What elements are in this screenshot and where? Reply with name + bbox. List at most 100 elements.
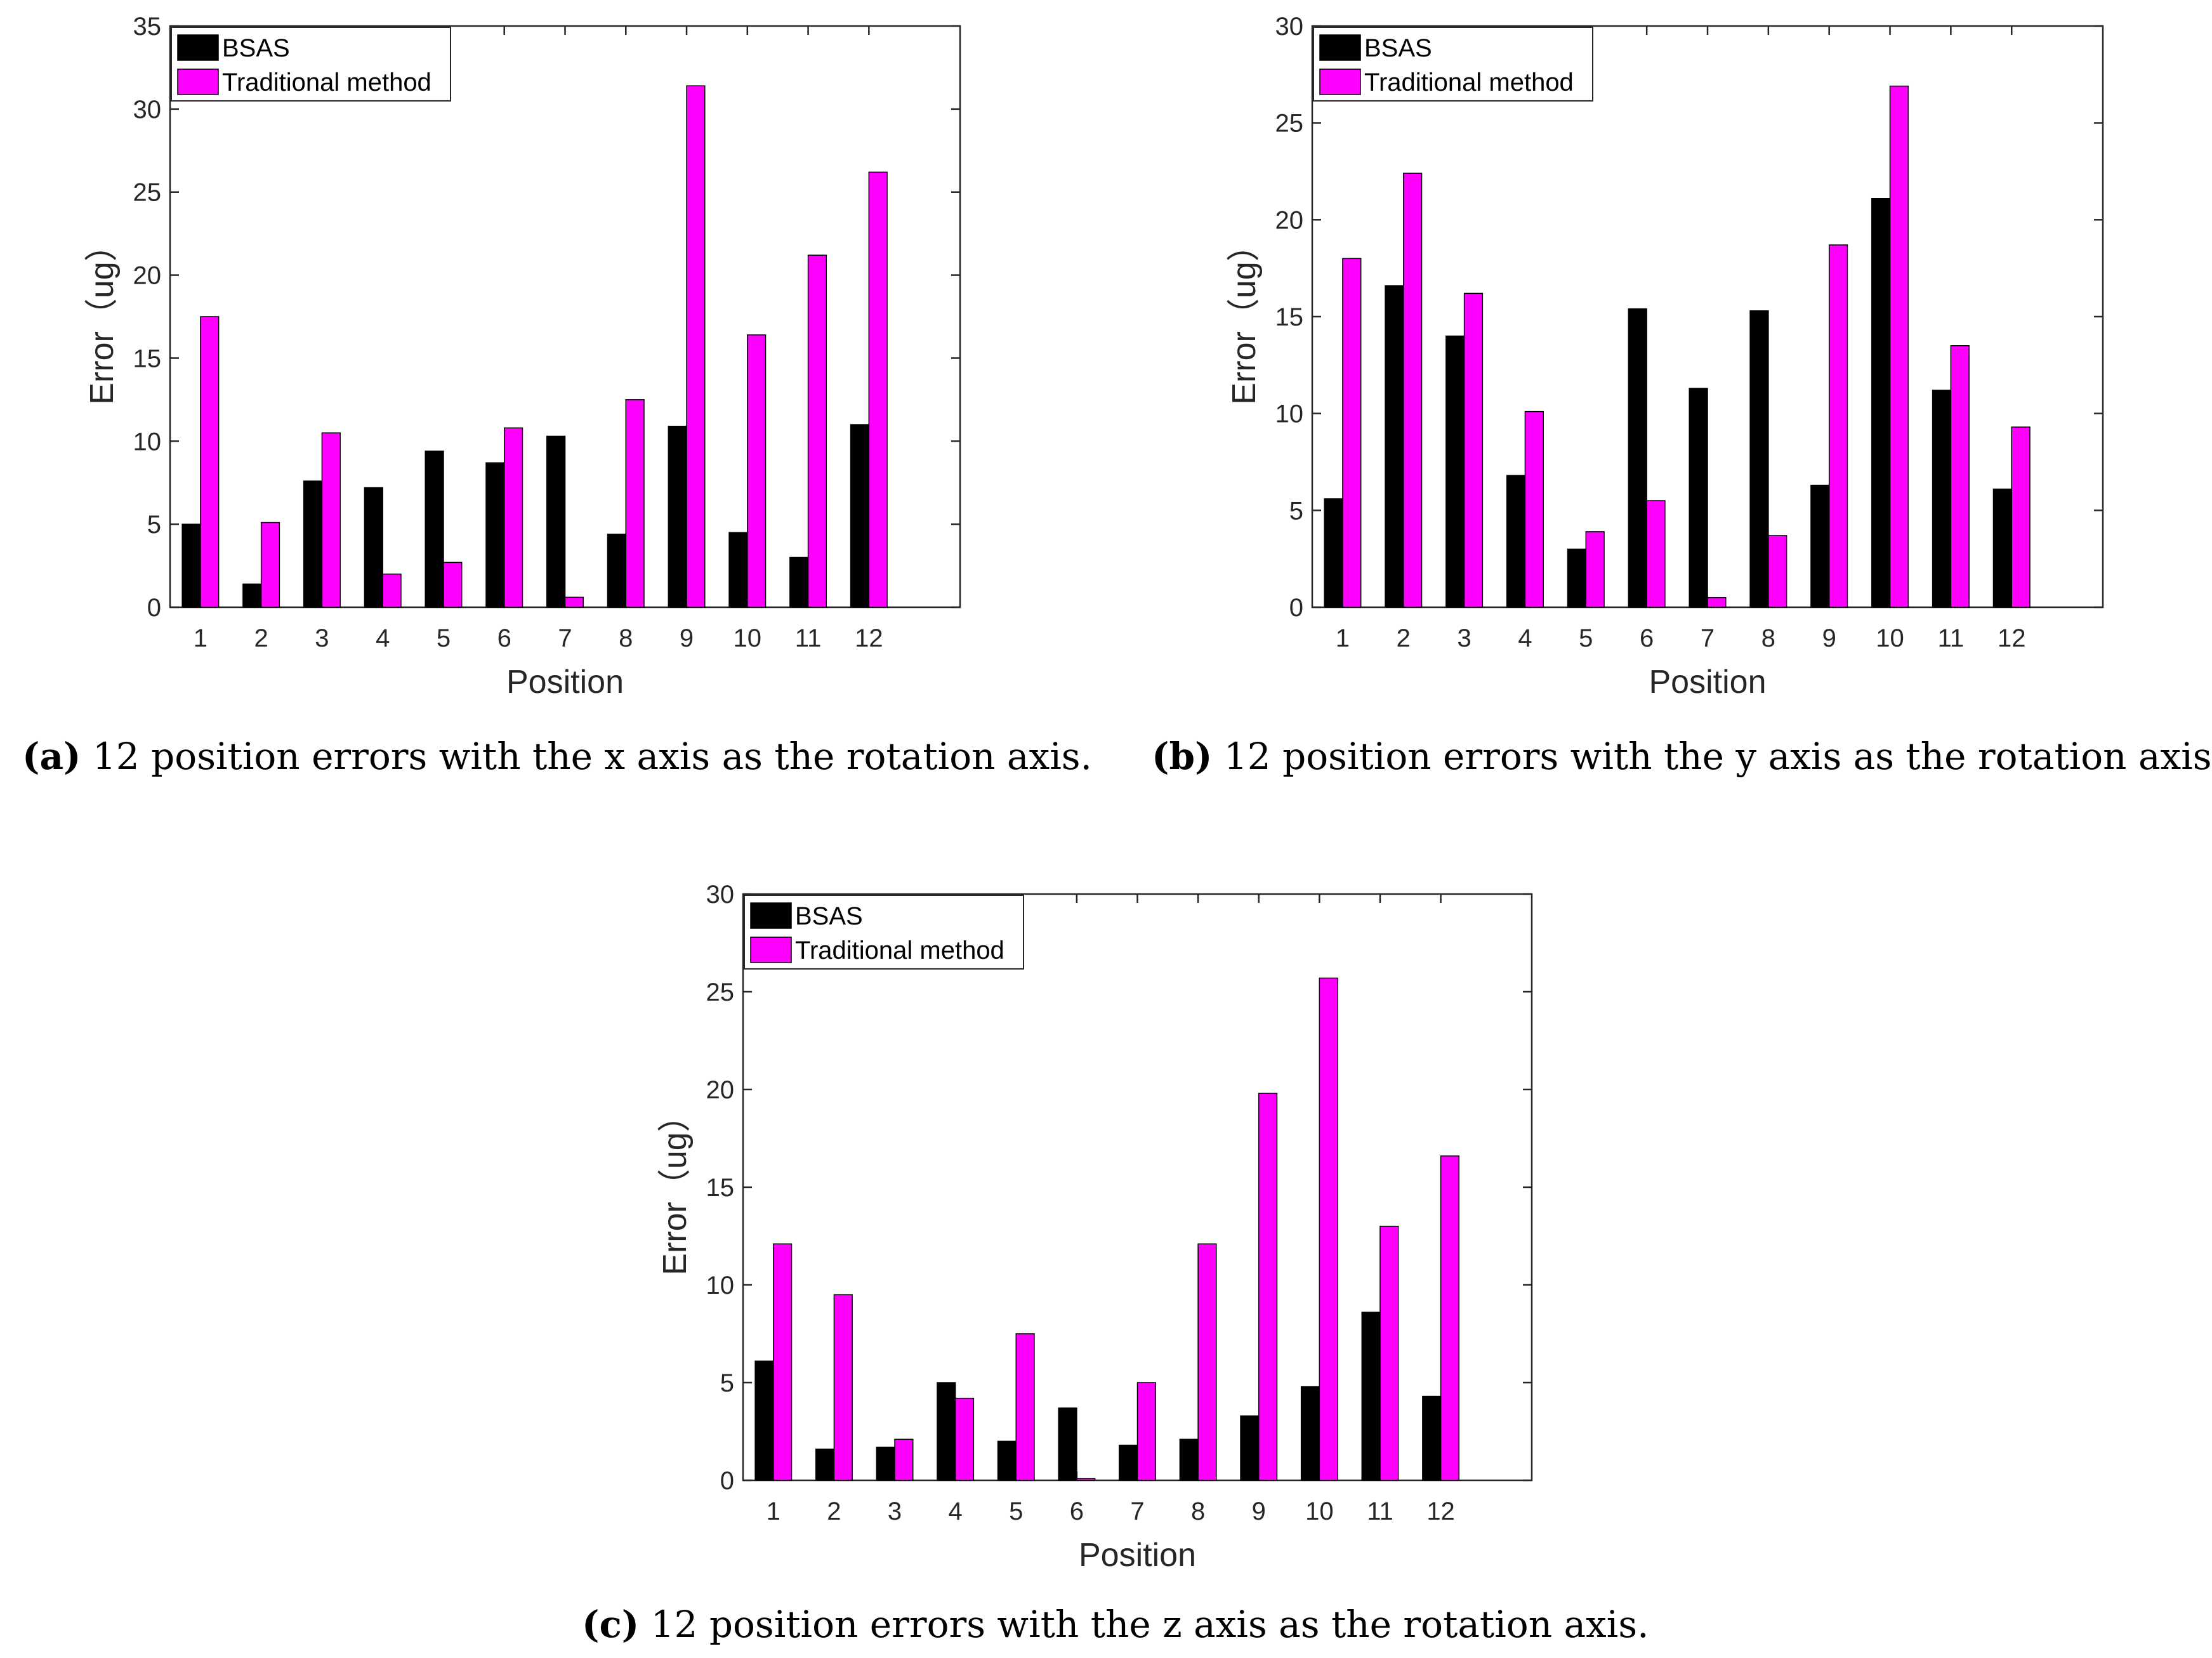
x-tick-label: 7 bbox=[558, 624, 572, 652]
bar-bsas bbox=[1361, 1312, 1381, 1481]
x-tick-label: 5 bbox=[437, 624, 451, 652]
x-tick-label: 3 bbox=[888, 1497, 902, 1525]
bar-bsas bbox=[789, 556, 809, 608]
bar-traditional bbox=[1440, 1155, 1460, 1481]
x-tick-label: 5 bbox=[1579, 624, 1593, 652]
x-tick-label: 8 bbox=[1191, 1497, 1205, 1525]
legend-label-traditional: Traditional method bbox=[795, 937, 1004, 964]
bar-traditional bbox=[564, 596, 584, 608]
y-axis-label: Error（ug） bbox=[657, 1099, 694, 1275]
x-tick-label: 3 bbox=[1457, 624, 1471, 652]
bar-bsas bbox=[876, 1446, 895, 1481]
bar-bsas bbox=[1992, 488, 2012, 608]
x-tick-label: 6 bbox=[1640, 624, 1654, 652]
y-tick-label: 30 bbox=[706, 881, 735, 909]
y-tick-label: 30 bbox=[133, 96, 162, 124]
bar-bsas bbox=[1179, 1438, 1199, 1481]
x-tick-label: 1 bbox=[194, 624, 207, 652]
x-axis-label: Position bbox=[1649, 664, 1767, 701]
bar-bsas bbox=[1422, 1395, 1442, 1481]
y-tick-label: 25 bbox=[133, 179, 162, 207]
bar-traditional bbox=[200, 316, 220, 608]
y-tick-label: 20 bbox=[1275, 206, 1304, 234]
bar-bsas bbox=[1567, 548, 1587, 608]
bar-traditional bbox=[1258, 1093, 1278, 1481]
bar-traditional bbox=[773, 1243, 793, 1481]
bar-traditional bbox=[1197, 1243, 1217, 1481]
bar-bsas bbox=[364, 487, 383, 608]
bar-bsas bbox=[1300, 1386, 1320, 1481]
bar-traditional bbox=[686, 85, 706, 608]
caption-text: 12 position errors with the z axis as th… bbox=[639, 1603, 1649, 1646]
y-tick-label: 0 bbox=[147, 594, 161, 622]
legend-swatch-traditional bbox=[1319, 69, 1361, 95]
x-tick-label: 9 bbox=[1822, 624, 1836, 652]
bar-traditional bbox=[1585, 531, 1605, 608]
y-tick-label: 5 bbox=[720, 1369, 734, 1397]
x-tick-label: 6 bbox=[1070, 1497, 1084, 1525]
x-tick-label: 12 bbox=[1426, 1497, 1455, 1525]
y-tick-label: 10 bbox=[706, 1272, 735, 1299]
x-tick-label: 6 bbox=[497, 624, 511, 652]
x-tick-label: 10 bbox=[1876, 624, 1904, 652]
bar-traditional bbox=[1463, 293, 1484, 608]
bar-bsas bbox=[668, 425, 687, 608]
legend-swatch-bsas bbox=[177, 34, 219, 61]
bar-traditional bbox=[382, 573, 402, 608]
y-tick-label: 0 bbox=[720, 1467, 734, 1495]
bar-traditional bbox=[1950, 345, 1970, 608]
bar-traditional bbox=[1828, 244, 1848, 608]
y-axis-label: Error（ug） bbox=[84, 228, 121, 404]
x-tick-label: 7 bbox=[1130, 1497, 1144, 1525]
legend: BSAS Traditional method bbox=[171, 27, 451, 102]
y-tick-label: 10 bbox=[1275, 400, 1304, 428]
y-tick-label: 15 bbox=[133, 345, 162, 372]
figure-caption: (c) 12 position errors with the z axis a… bbox=[582, 1603, 1649, 1646]
x-tick-label: 10 bbox=[734, 624, 762, 652]
x-tick-label: 7 bbox=[1701, 624, 1715, 652]
bar-bsas bbox=[937, 1382, 956, 1481]
bar-traditional bbox=[1707, 596, 1727, 608]
bar-traditional bbox=[868, 171, 888, 608]
y-tick-label: 5 bbox=[1289, 497, 1303, 525]
bar-bsas bbox=[728, 532, 748, 608]
bar-bsas bbox=[1385, 285, 1404, 608]
x-tick-label: 8 bbox=[1761, 624, 1775, 652]
x-tick-label: 2 bbox=[254, 624, 268, 652]
legend-label-bsas: BSAS bbox=[795, 902, 863, 930]
bar-traditional bbox=[1015, 1333, 1035, 1481]
bar-traditional bbox=[833, 1294, 853, 1481]
caption-letter: (b) bbox=[1152, 735, 1212, 778]
y-tick-label: 35 bbox=[133, 13, 162, 41]
bar-bsas bbox=[1058, 1407, 1077, 1481]
bar-bsas bbox=[1240, 1415, 1260, 1481]
y-tick-label: 25 bbox=[1275, 110, 1304, 138]
y-tick-label: 20 bbox=[706, 1076, 735, 1104]
bar-bsas bbox=[754, 1360, 774, 1481]
y-tick-label: 30 bbox=[1275, 13, 1304, 41]
caption-letter: (a) bbox=[22, 735, 81, 778]
x-tick-label: 12 bbox=[855, 624, 883, 652]
legend-label-traditional: Traditional method bbox=[222, 69, 431, 96]
x-tick-label: 4 bbox=[949, 1497, 963, 1525]
x-tick-label: 10 bbox=[1305, 1497, 1334, 1525]
x-tick-label: 2 bbox=[827, 1497, 841, 1525]
bar-traditional bbox=[1342, 258, 1362, 608]
bar-traditional bbox=[894, 1438, 914, 1481]
bar-traditional bbox=[1524, 411, 1544, 608]
bar-traditional bbox=[1768, 535, 1787, 608]
figure-caption: (b) 12 position errors with the y axis a… bbox=[1152, 735, 2212, 778]
y-tick-label: 5 bbox=[147, 511, 161, 539]
bar-traditional bbox=[807, 254, 827, 608]
legend-swatch-traditional bbox=[750, 937, 792, 963]
bar-traditional bbox=[321, 432, 341, 608]
x-tick-label: 12 bbox=[1998, 624, 2026, 652]
bar-traditional bbox=[954, 1397, 975, 1481]
bar-bsas bbox=[815, 1448, 835, 1481]
bar-bsas bbox=[485, 462, 505, 608]
x-tick-label: 1 bbox=[767, 1497, 780, 1525]
x-tick-label: 1 bbox=[1336, 624, 1350, 652]
bar-bsas bbox=[1871, 197, 1891, 608]
